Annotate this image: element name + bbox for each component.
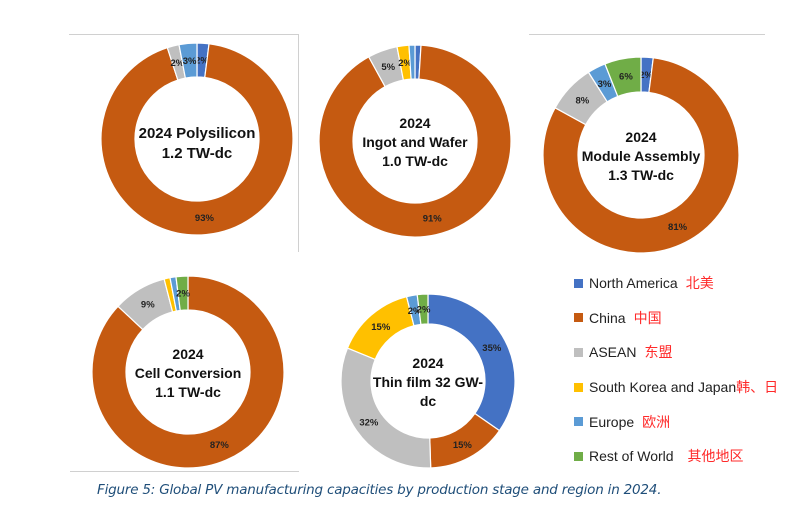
frame-line-bottom-left — [70, 471, 299, 472]
data-label-rest-of-world: 2% — [417, 305, 431, 316]
legend-swatch — [574, 313, 583, 323]
slice-china — [318, 44, 512, 238]
legend-swatch — [574, 451, 583, 461]
legend-label-cn: 欧洲 — [642, 413, 671, 430]
donut-center-title: Module Assembly — [582, 148, 701, 164]
donut-center-title: 2024 — [399, 115, 430, 131]
data-label-rest-of-world: 6% — [619, 71, 633, 82]
legend-swatch — [574, 278, 583, 288]
frame-line-top-right — [529, 34, 765, 35]
donut-chart-thin-film: 35% 15% 32% 15% 2%2% 2024 Thin film 32 GW-dc — [340, 293, 516, 469]
donut-center-title: Ingot and Wafer — [362, 134, 468, 150]
donut-center-title: 1.1 TW-dc — [155, 384, 221, 400]
data-label-europe: 3% — [598, 79, 612, 90]
data-label-asean: 2% — [170, 58, 184, 69]
slice-china — [91, 275, 285, 469]
donut-center-title: 2024 — [412, 355, 443, 371]
data-label-china: 81% — [668, 222, 688, 233]
slice-rest-of-world — [416, 293, 429, 326]
data-label-north-america: 35% — [482, 343, 502, 354]
legend-label-cn: 北美 — [685, 275, 714, 292]
frame-line-right-left-panel — [298, 34, 299, 252]
donut-center-title: 2024 Polysilicon — [139, 125, 256, 142]
donut-chart-module-assembly: 2% 81% 8% 3% 6% 2024 Module Assembly 1.3 TW-dc — [542, 56, 740, 254]
data-label-europe: 2% — [408, 306, 422, 317]
legend-item-north-america: North America 北美 — [574, 266, 794, 301]
donut-center-title: 2024 — [625, 129, 656, 145]
data-label-sk-japan: 2% — [398, 58, 412, 69]
donut-center-title: Cell Conversion — [135, 365, 242, 381]
frame-line-top-left — [69, 34, 299, 35]
slice-rest-of-world — [604, 56, 642, 98]
donut-center-title: dc — [420, 393, 437, 409]
slice-rest-of-world — [175, 275, 189, 312]
data-label-asean: 9% — [141, 300, 155, 311]
legend-label: Rest of World — [589, 448, 674, 465]
legend-item-south-korea-japan: South Korea and Japan 韩、日 — [574, 370, 794, 405]
donut-center-title: 2024 — [172, 346, 203, 362]
data-label-europe: 3% — [183, 56, 197, 67]
legend-label-cn: 其他地区 — [687, 448, 744, 465]
legend-label-cn: 东盟 — [644, 344, 673, 361]
legend-label-cn: 韩、日 — [736, 379, 779, 396]
legend-label: ASEAN — [589, 344, 637, 361]
donut-chart-polysilicon: 2% 93% 2%3% 2024 Polysilicon 1.2 TW-dc — [100, 42, 294, 236]
data-label-asean: 32% — [359, 418, 379, 429]
slice-europe — [178, 42, 198, 79]
slice-europe — [408, 44, 416, 80]
donut-center-title: 1.3 TW-dc — [608, 167, 674, 183]
legend-swatch — [574, 417, 583, 427]
figure-caption: Figure 5: Global PV manufacturing capaci… — [97, 482, 662, 498]
chart-legend: North America 北美 China 中国 ASEAN 东盟 South… — [574, 266, 794, 474]
data-label-sk-japan: 15% — [371, 322, 391, 333]
data-label-north-america: 2% — [195, 56, 209, 67]
data-label-north-america: 2% — [639, 70, 653, 81]
slice-north-america — [427, 293, 516, 432]
legend-swatch — [574, 347, 583, 357]
slice-china — [100, 43, 294, 236]
donut-center-title: 1.2 TW-dc — [162, 145, 233, 162]
data-label-rest-of-world: 2% — [176, 289, 190, 300]
data-label-china: 91% — [423, 214, 443, 225]
legend-label: Europe — [589, 413, 635, 430]
data-label-china: 87% — [210, 440, 230, 451]
legend-item-china: China 中国 — [574, 301, 794, 336]
donut-center-title: 1.0 TW-dc — [382, 153, 448, 169]
data-label-china: 15% — [453, 440, 473, 451]
donut-chart-cell-conversion: 87% 9% 2% 2024 Cell Conversion 1.1 TW-dc — [91, 275, 285, 469]
legend-swatch — [574, 382, 583, 392]
data-label-asean: 5% — [381, 62, 395, 73]
legend-item-asean: ASEAN 东盟 — [574, 335, 794, 370]
legend-label: North America — [589, 275, 678, 292]
legend-item-europe: Europe 欧洲 — [574, 404, 794, 439]
donut-chart-ingot-wafer: 91% 5% 2% 2024 Ingot and Wafer 1.0 TW-dc — [318, 44, 512, 238]
slice-china — [542, 57, 740, 254]
legend-label: China — [589, 309, 626, 326]
legend-item-rest-of-world: Rest of World 其他地区 — [574, 439, 794, 474]
data-label-china: 93% — [195, 213, 215, 224]
legend-label: South Korea and Japan — [589, 379, 737, 396]
legend-label-cn: 中国 — [633, 309, 662, 326]
donut-center-title: Thin film 32 GW- — [373, 374, 483, 390]
data-label-asean: 8% — [575, 95, 589, 106]
